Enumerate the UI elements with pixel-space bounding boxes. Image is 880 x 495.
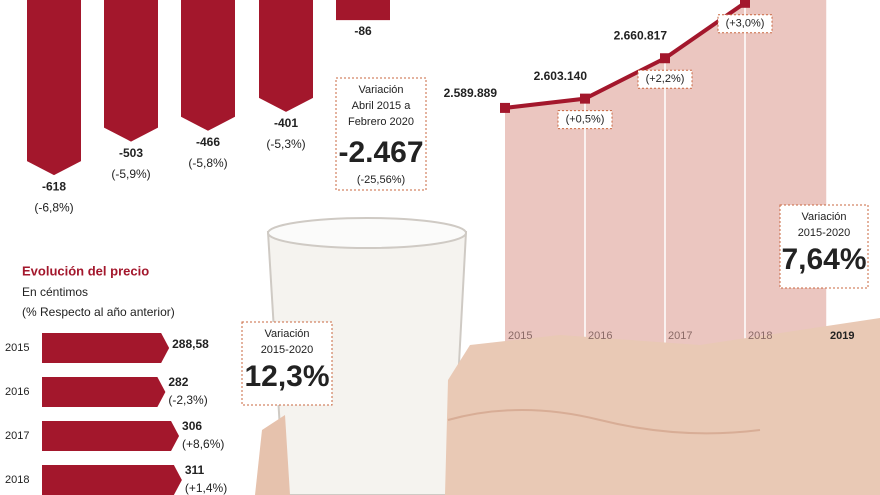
note-box bbox=[335, 77, 427, 191]
marker bbox=[660, 53, 670, 64]
change-label: (+0,5%) bbox=[566, 114, 605, 126]
note-box bbox=[779, 204, 869, 289]
change-label: (-5,9%) bbox=[111, 167, 150, 181]
note-text: Abril 2015 a bbox=[352, 100, 412, 112]
value-label: 282 bbox=[168, 375, 188, 389]
note-change: (-25,56%) bbox=[357, 174, 405, 186]
change-label: (+1,4%) bbox=[185, 481, 227, 495]
thumb bbox=[255, 415, 290, 495]
change-label: (-5,3%) bbox=[266, 137, 305, 151]
note-text: Febrero 2020 bbox=[348, 116, 414, 128]
value-label: 2.589.889 bbox=[444, 86, 498, 100]
change-label: (+2,2%) bbox=[646, 73, 685, 85]
bar bbox=[181, 0, 235, 131]
note-text: Variación bbox=[358, 84, 403, 96]
hand-crease bbox=[447, 409, 761, 435]
value-label: 311 bbox=[185, 463, 205, 477]
area bbox=[505, 2, 745, 356]
note-text: Variación bbox=[264, 328, 309, 340]
change-box bbox=[637, 69, 693, 89]
y-tick-label: 2018 bbox=[5, 474, 29, 486]
x-tick-label: 2018 bbox=[748, 330, 772, 342]
area-column bbox=[745, 0, 827, 355]
x-tick-label: 2017 bbox=[668, 330, 692, 342]
x-tick-label: 2019 bbox=[830, 330, 854, 342]
bar bbox=[42, 465, 182, 495]
bar bbox=[27, 0, 81, 176]
y-tick-label: 2015 bbox=[5, 342, 29, 354]
change-box bbox=[717, 14, 773, 34]
x-tick-label: 2015 bbox=[508, 330, 532, 342]
change-label: (+8,6%) bbox=[182, 437, 224, 451]
value-label: -503 bbox=[119, 146, 143, 160]
x-tick-label: 2016 bbox=[588, 330, 612, 342]
note-text: Variación bbox=[801, 211, 846, 223]
marker bbox=[740, 0, 750, 8]
change-label: (+3,0%) bbox=[726, 18, 765, 30]
hand bbox=[445, 318, 880, 495]
y-tick-label: 2017 bbox=[5, 430, 29, 442]
change-label: (-5,8%) bbox=[188, 156, 227, 170]
note-value: 12,3% bbox=[244, 360, 329, 393]
value-label: 2.660.817 bbox=[614, 28, 668, 42]
value-label: 306 bbox=[182, 419, 202, 433]
chart-subtitle: (% Respecto al año anterior) bbox=[22, 305, 175, 319]
value-label: -618 bbox=[42, 179, 66, 193]
note-text: 2015-2020 bbox=[261, 344, 314, 356]
change-label: (-2,3%) bbox=[168, 393, 207, 407]
value-label: 2.603.140 bbox=[534, 69, 588, 83]
photo bbox=[255, 217, 880, 495]
value-label: -466 bbox=[196, 135, 220, 149]
y-tick-label: 2016 bbox=[5, 386, 29, 398]
bar bbox=[42, 377, 166, 407]
value-label: -86 bbox=[354, 24, 372, 38]
bar bbox=[42, 333, 170, 363]
bar bbox=[259, 0, 313, 112]
change-box bbox=[557, 110, 613, 130]
change-label: (-6,8%) bbox=[34, 200, 73, 214]
chart-title: Evolución del precio bbox=[22, 263, 149, 278]
line bbox=[504, 1, 747, 110]
marker bbox=[580, 93, 590, 104]
chart-subtitle: En céntimos bbox=[22, 285, 88, 299]
note-text: 2015-2020 bbox=[798, 227, 851, 239]
bar bbox=[42, 421, 180, 451]
note-box bbox=[241, 321, 333, 406]
value-label: -401 bbox=[274, 116, 298, 130]
note-value: 7,64% bbox=[781, 243, 866, 276]
bar bbox=[336, 0, 390, 21]
marker bbox=[500, 102, 510, 113]
bar bbox=[104, 0, 158, 142]
note-value: -2.467 bbox=[338, 136, 423, 169]
glass-rim bbox=[267, 217, 467, 249]
value-label: 288,58 bbox=[172, 337, 209, 351]
